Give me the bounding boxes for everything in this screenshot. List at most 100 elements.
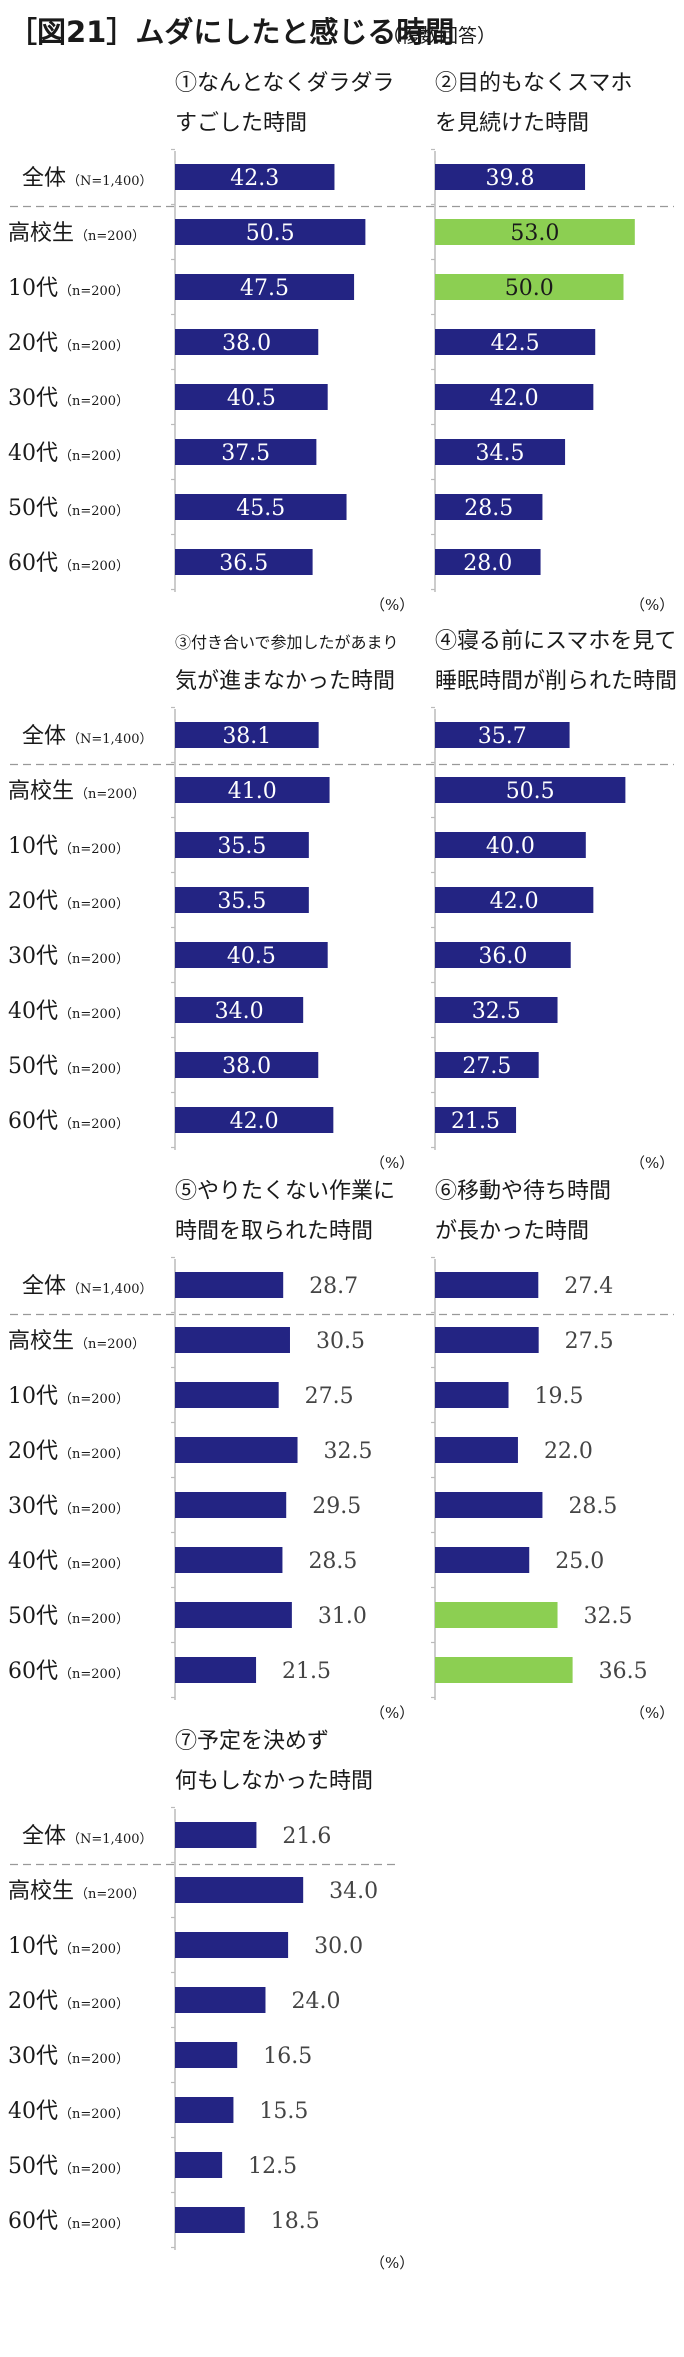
category-n: （n=200）	[75, 1337, 145, 1352]
category-label: 10代（n=200）	[8, 276, 129, 301]
data-label: 21.5	[282, 1659, 331, 1684]
category-main: 20代	[8, 331, 58, 356]
category-main: 20代	[8, 1989, 58, 2014]
bar	[175, 384, 328, 410]
chart-panel-7: ⑦予定を決めず何もしなかった時間全体（N=1,400）高校生（n=200）10代…	[8, 1729, 414, 2272]
panel-4-title-line-1: ④寝る前にスマホを見て	[435, 629, 676, 654]
category-main: 高校生	[8, 1879, 74, 1904]
bar	[175, 274, 355, 300]
bar	[435, 1327, 539, 1353]
chart-panel-1: ①なんとなくダラダラすごした時間全体（N=1,400）高校生（n=200）10代…	[8, 71, 674, 614]
data-label: 24.0	[291, 1989, 340, 2014]
category-n: （n=200）	[59, 1447, 129, 1462]
category-main: 高校生	[8, 1329, 74, 1354]
category-label: 10代（n=200）	[8, 1934, 129, 1959]
panel-6-title-line-1: ⑥移動や待ち時間	[435, 1179, 611, 1204]
category-n: （n=200）	[59, 394, 129, 409]
data-label: 21.5	[451, 1109, 500, 1134]
bar	[435, 722, 570, 748]
category-main: 10代	[8, 834, 58, 859]
bar	[435, 549, 541, 575]
bar	[175, 1272, 284, 1298]
category-n: （n=200）	[75, 1887, 145, 1902]
category-label: 40代（n=200）	[8, 999, 129, 1024]
data-label: 28.5	[308, 1549, 357, 1574]
category-main: 40代	[8, 441, 58, 466]
bar	[175, 1492, 287, 1518]
panel-2-title-line-1: ②目的もなくスマホ	[435, 71, 632, 96]
bar	[435, 997, 558, 1023]
category-n: （n=200）	[59, 2052, 129, 2067]
category-n: （n=200）	[59, 1502, 129, 1517]
bar	[175, 2042, 238, 2068]
category-main: 60代	[8, 1109, 58, 1134]
data-label: 21.6	[282, 1824, 331, 1849]
data-label: 42.0	[490, 386, 539, 411]
bar	[175, 997, 304, 1023]
bar	[435, 1052, 539, 1078]
bar	[175, 1657, 257, 1683]
data-label: 25.0	[555, 1549, 604, 1574]
data-label: 50.0	[505, 276, 554, 301]
bar	[175, 164, 335, 190]
category-main: 10代	[8, 1934, 58, 1959]
category-main: 30代	[8, 386, 58, 411]
data-label: 27.5	[462, 1054, 511, 1079]
data-label: 28.7	[309, 1274, 358, 1299]
category-n: （N=1,400）	[67, 174, 152, 189]
category-main: 10代	[8, 276, 58, 301]
data-label: 40.5	[227, 386, 276, 411]
data-label: 31.0	[318, 1604, 367, 1629]
category-main: 60代	[8, 1659, 58, 1684]
category-label: 20代（n=200）	[8, 331, 129, 356]
category-n: （n=200）	[75, 787, 145, 802]
data-label: 34.0	[329, 1879, 378, 1904]
bar	[175, 887, 309, 913]
panel-3-title-line-1: ③付き合いで参加したがあまり	[175, 633, 399, 652]
data-label: 36.5	[219, 551, 268, 576]
category-n: （n=200）	[59, 1667, 129, 1682]
category-label: 30代（n=200）	[8, 1494, 129, 1519]
data-label: 42.0	[490, 889, 539, 914]
category-main: 30代	[8, 1494, 58, 1519]
bar	[435, 439, 566, 465]
category-n: （n=200）	[59, 2217, 129, 2232]
bar	[435, 1657, 573, 1683]
bar	[435, 832, 586, 858]
bar	[175, 1437, 298, 1463]
category-label: 60代（n=200）	[8, 551, 129, 576]
bar	[435, 329, 596, 355]
category-n: （n=200）	[59, 2162, 129, 2177]
unit-label: （%）	[370, 2254, 414, 2272]
bar	[435, 1547, 530, 1573]
category-label: 50代（n=200）	[8, 1604, 129, 1629]
bar	[175, 1107, 334, 1133]
category-n: （n=200）	[59, 1612, 129, 1627]
bar	[175, 439, 317, 465]
category-n: （n=200）	[59, 559, 129, 574]
category-n: （n=200）	[59, 897, 129, 912]
category-main: 高校生	[8, 779, 74, 804]
bar	[175, 1932, 289, 1958]
category-n: （n=200）	[59, 842, 129, 857]
category-main: 40代	[8, 2099, 58, 2124]
bar	[175, 1052, 319, 1078]
data-label: 42.5	[491, 331, 540, 356]
data-label: 32.5	[324, 1439, 373, 1464]
bar	[435, 164, 586, 190]
category-main: 30代	[8, 944, 58, 969]
category-main: 30代	[8, 2044, 58, 2069]
data-label: 42.0	[230, 1109, 279, 1134]
category-label: 50代（n=200）	[8, 496, 129, 521]
category-n: （n=200）	[59, 1392, 129, 1407]
bar	[175, 722, 319, 748]
category-n: （N=1,400）	[67, 732, 152, 747]
category-label: 20代（n=200）	[8, 889, 129, 914]
category-label: 50代（n=200）	[8, 1054, 129, 1079]
category-n: （n=200）	[59, 1117, 129, 1132]
category-n: （n=200）	[59, 952, 129, 967]
bar	[435, 219, 635, 245]
panel-7-title-line-2: 何もしなかった時間	[175, 1769, 373, 1794]
category-label: 30代（n=200）	[8, 386, 129, 411]
data-label: 19.5	[535, 1384, 584, 1409]
